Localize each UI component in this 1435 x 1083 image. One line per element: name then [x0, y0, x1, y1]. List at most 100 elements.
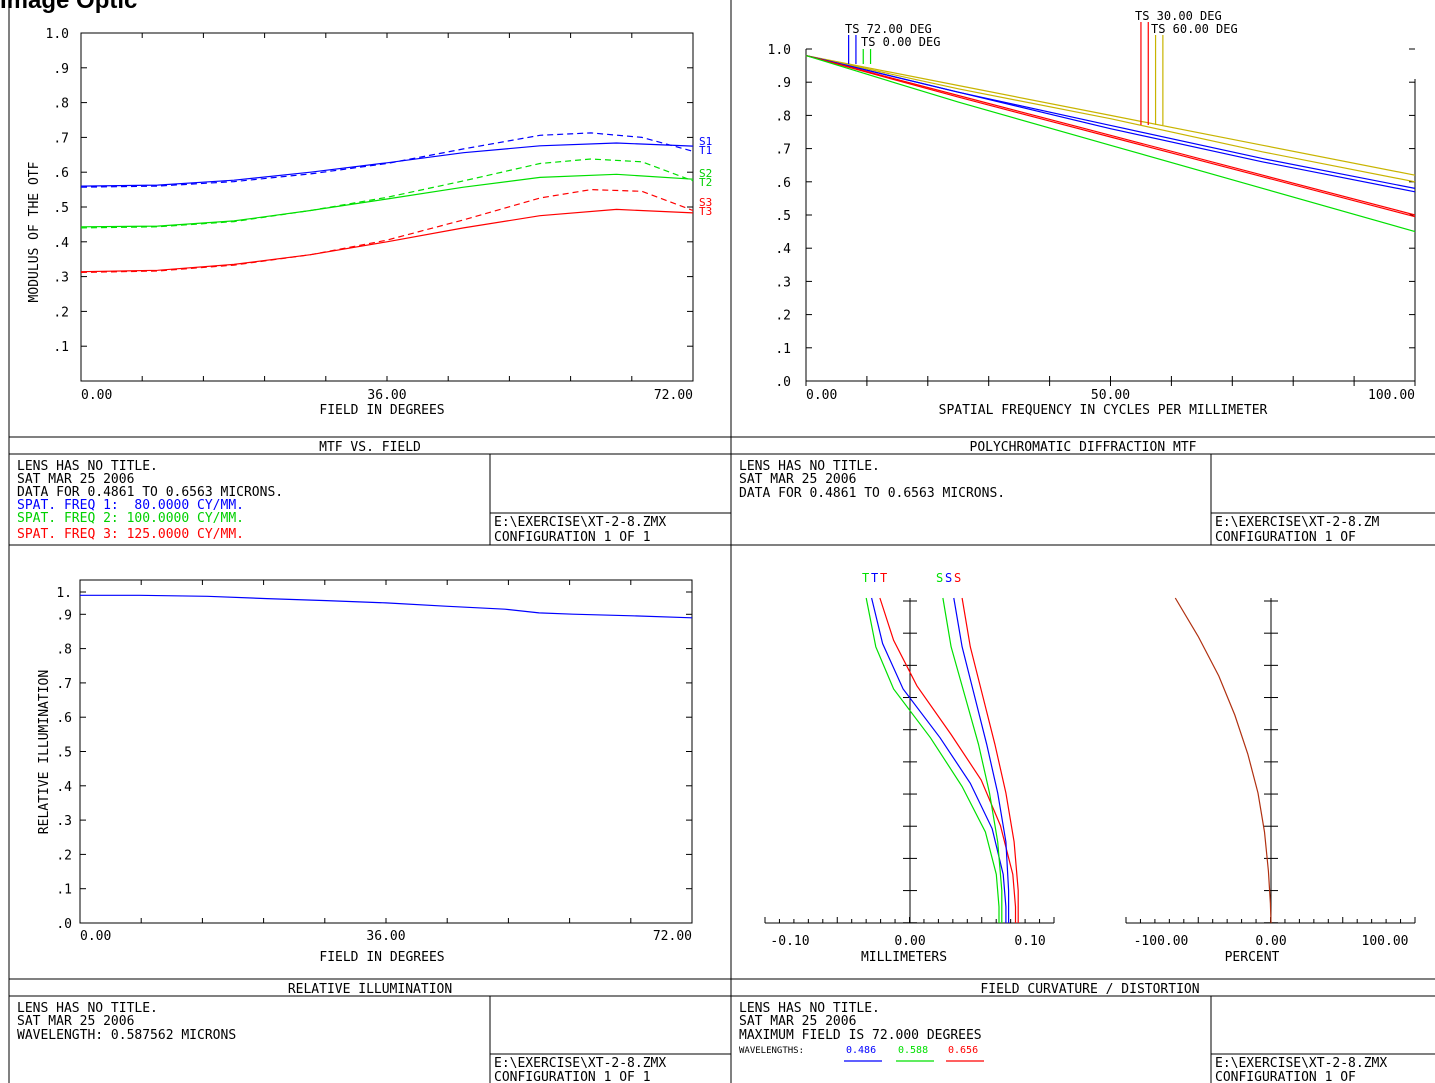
- y-tick-label: .1: [56, 883, 72, 898]
- wavelength-list: 0.486 0.588 0.656: [844, 1045, 984, 1062]
- series-line-s2: [80, 173, 694, 228]
- sagittal-label: S: [936, 571, 943, 585]
- distortion-xlabel: PERCENT: [1225, 950, 1280, 965]
- x-tick-label: 100.00: [1368, 388, 1415, 403]
- x-tick-label: -0.10: [770, 934, 809, 949]
- y-tick-label: .3: [56, 814, 72, 829]
- curvature-line-s: [953, 597, 1010, 923]
- series-line-s1: [80, 142, 694, 187]
- info-line: SAT MAR 25 2006: [739, 472, 856, 487]
- y-tick-label: .4: [775, 242, 791, 257]
- curvature-line-t: [865, 597, 1000, 923]
- y-tick-label: 1.0: [768, 43, 791, 58]
- poly-mtf-field-label-0: TS 0.00 DEG: [861, 35, 940, 49]
- info-line: LENS HAS NO TITLE.: [739, 459, 880, 474]
- x-tick-label: 0.10: [1014, 934, 1045, 949]
- mtf-series-line-1: [805, 55, 1416, 183]
- y-tick-label: .0: [775, 375, 791, 390]
- x-tick-label: 0.00: [81, 388, 112, 403]
- y-tick-label: .0: [56, 917, 72, 932]
- window-title: Image Optic: [0, 0, 138, 14]
- y-tick-label: .8: [56, 643, 72, 658]
- mtf-field-ylabel: MODULUS OF THE OTF: [27, 161, 42, 302]
- wavelength-value: 0.486: [846, 1045, 876, 1056]
- mtf-field-info: LENS HAS NO TITLE. SAT MAR 25 2006 DATA …: [17, 459, 666, 545]
- mtf-series-line-0: [805, 55, 1416, 176]
- y-tick-label: .2: [775, 309, 791, 324]
- mtf-series-line-5: [805, 55, 1416, 218]
- y-tick-label: .9: [775, 76, 791, 91]
- series-label: T3: [699, 205, 712, 218]
- tangential-label: T: [871, 571, 878, 585]
- rel-illum-ylabel: RELATIVE ILLUMINATION: [37, 670, 52, 834]
- rel-illum-caption: RELATIVE ILLUMINATION: [288, 982, 452, 997]
- info-line: SAT MAR 25 2006: [739, 1014, 856, 1029]
- poly-mtf-info: LENS HAS NO TITLE. SAT MAR 25 2006 DATA …: [739, 459, 1380, 545]
- info-line: SAT MAR 25 2006: [17, 1014, 134, 1029]
- y-tick-label: .6: [53, 166, 69, 181]
- info-line: WAVELENGTH: 0.587562 MICRONS: [17, 1028, 236, 1043]
- x-tick-label: 0.00: [806, 388, 837, 403]
- configuration: CONFIGURATION 1 OF 1: [494, 1070, 651, 1083]
- series-line-t2: [80, 158, 694, 229]
- sagittal-label: S: [945, 571, 952, 585]
- curvature-xlabel: MILLIMETERS: [861, 950, 947, 965]
- y-tick-label: .1: [53, 340, 69, 355]
- wavelength-value: 0.656: [948, 1045, 978, 1056]
- y-tick-label: .4: [56, 780, 72, 795]
- mtf-series-line-6: [805, 55, 1416, 233]
- info-line: LENS HAS NO TITLE.: [17, 459, 158, 474]
- file-path: E:\EXERCISE\XT-2-8.ZM: [1215, 515, 1380, 530]
- series-label: S1: [699, 135, 712, 148]
- series-line-t1: [80, 132, 694, 188]
- y-tick-label: .5: [53, 201, 69, 216]
- x-tick-label: 36.00: [366, 929, 405, 944]
- y-tick-label: .6: [56, 711, 72, 726]
- mtf-series-line-3: [805, 55, 1416, 193]
- x-tick-label: 0.00: [80, 929, 111, 944]
- poly-mtf-field-label-60: TS 60.00 DEG: [1151, 22, 1238, 36]
- info-line: SAT MAR 25 2006: [17, 472, 134, 487]
- poly-mtf-caption: POLYCHROMATIC DIFFRACTION MTF: [970, 440, 1197, 455]
- info-line: LENS HAS NO TITLE.: [17, 1001, 158, 1016]
- field-curvature-chart: -0.10 0.00 0.10 T S T S T S: [764, 571, 1055, 949]
- series-label: S2: [699, 167, 712, 180]
- info-line: MAXIMUM FIELD IS 72.000 DEGREES: [739, 1028, 982, 1043]
- series-line-s3: [80, 208, 694, 273]
- rel-illum-xlabel: FIELD IN DEGREES: [319, 950, 444, 965]
- y-tick-label: .3: [775, 275, 791, 290]
- y-tick-label: .6: [775, 176, 791, 191]
- x-tick-label: 50.00: [1091, 388, 1130, 403]
- curvature-line-s: [961, 597, 1019, 923]
- y-tick-label: .7: [775, 143, 791, 158]
- spat-freq-3: SPAT. FREQ 3: 125.0000 CY/MM.: [17, 527, 244, 542]
- file-path: E:\EXERCISE\XT-2-8.ZMX: [494, 1056, 666, 1071]
- y-tick-label: .4: [53, 236, 69, 251]
- plot-frame: [79, 579, 693, 924]
- poly-mtf-chart: 1.0 .9 .8 .7 .6 .5 .4 .3 .2 .1 .0 0.00 50.00 100.00: [768, 22, 1416, 403]
- x-tick-label: 0.00: [894, 934, 925, 949]
- illumination-line: [80, 594, 693, 619]
- mtf-series-line-4: [805, 55, 1416, 216]
- x-tick-label: 72.00: [654, 388, 693, 403]
- series-label: S3: [699, 196, 712, 209]
- frame: [8, 0, 1435, 1083]
- curvature-line-t: [871, 597, 1007, 923]
- y-tick-label: .5: [56, 746, 72, 761]
- y-tick-label: .9: [53, 62, 69, 77]
- mtf-field-xlabel: FIELD IN DEGREES: [319, 403, 444, 418]
- info-line: LENS HAS NO TITLE.: [739, 1001, 880, 1016]
- wavelength-value: 0.588: [898, 1045, 928, 1056]
- y-tick-label: .2: [53, 305, 69, 320]
- configuration: CONFIGURATION 1 OF: [1215, 530, 1356, 545]
- series-label: T1: [699, 144, 712, 157]
- distortion-chart: -100.00 0.00 100.00: [1125, 597, 1416, 949]
- tangential-label: T: [880, 571, 887, 585]
- plot-frame: [80, 32, 694, 382]
- info-line: DATA FOR 0.4861 TO 0.6563 MICRONS.: [17, 485, 283, 500]
- x-tick-label: 36.00: [367, 388, 406, 403]
- file-path: E:\EXERCISE\XT-2-8.ZMX: [1215, 1056, 1387, 1071]
- curvature-line-t: [879, 597, 1017, 923]
